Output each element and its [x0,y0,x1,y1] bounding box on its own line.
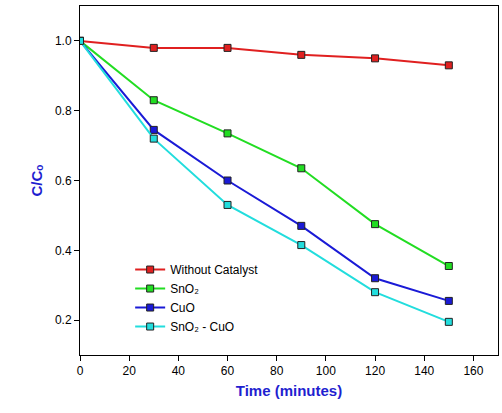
svg-text:CuO: CuO [170,301,195,315]
svg-text:0.4: 0.4 [55,244,72,258]
svg-text:160: 160 [463,364,483,378]
svg-text:0.8: 0.8 [55,104,72,118]
svg-text:0.2: 0.2 [55,313,72,327]
svg-text:20: 20 [123,364,137,378]
svg-text:SnO₂: SnO₂ [170,282,199,296]
svg-text:140: 140 [414,364,434,378]
svg-text:40: 40 [172,364,186,378]
svg-text:0: 0 [77,364,84,378]
svg-text:SnO₂ - CuO: SnO₂ - CuO [170,320,234,334]
svg-text:60: 60 [221,364,235,378]
svg-text:120: 120 [365,364,385,378]
svg-text:Without Catalyst: Without Catalyst [170,263,258,277]
svg-text:0.6: 0.6 [55,174,72,188]
svg-text:Time (minutes): Time (minutes) [236,382,342,399]
svg-text:1.0: 1.0 [55,34,72,48]
svg-text:C/Cₒ: C/Cₒ [28,165,45,197]
svg-text:80: 80 [270,364,284,378]
svg-text:100: 100 [316,364,336,378]
